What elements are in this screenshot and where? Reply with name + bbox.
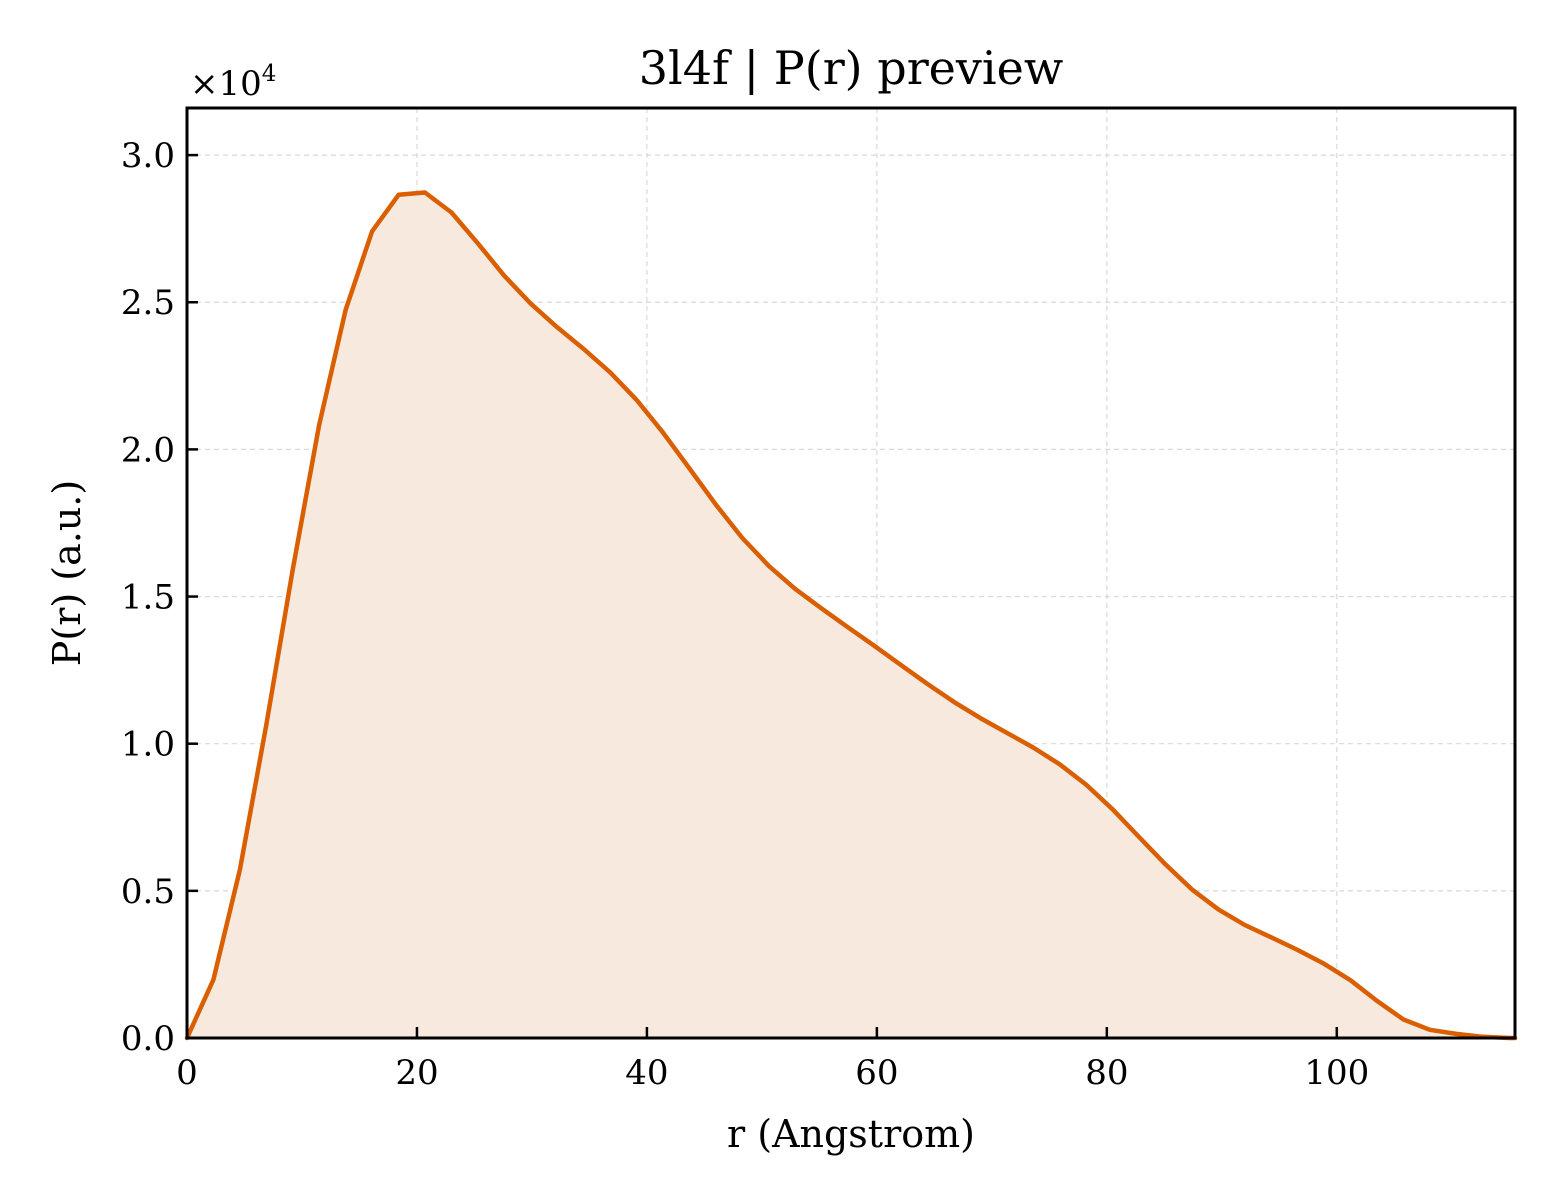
multiplier-base: ×10 <box>190 64 262 104</box>
chart-title: 3l4f | P(r) preview <box>639 41 1063 95</box>
y-tick-label: 0.0 <box>121 1019 175 1059</box>
y-tick-label: 0.5 <box>121 872 175 912</box>
plot-frame <box>185 106 1517 1040</box>
axis-ticks <box>185 153 1339 1040</box>
multiplier-exponent: 4 <box>262 61 277 87</box>
series-line <box>184 190 1518 1041</box>
y-tick-label: 2.5 <box>121 283 175 323</box>
y-axis-label: P(r) (a.u.) <box>45 480 89 666</box>
x-tick-label: 80 <box>1085 1053 1128 1093</box>
y-tick-label: 1.5 <box>121 578 175 618</box>
y-tick-label: 1.0 <box>121 725 175 765</box>
y-tick-label: 3.0 <box>121 136 175 176</box>
y-axis-multiplier: ×104 <box>190 61 276 104</box>
area-fill <box>187 192 1515 1038</box>
x-axis-label: r (Angstrom) <box>727 1112 975 1156</box>
y-tick-label: 2.0 <box>121 430 175 470</box>
x-tick-label: 0 <box>176 1053 198 1093</box>
x-tick-label: 60 <box>855 1053 898 1093</box>
x-tick-label: 40 <box>625 1053 668 1093</box>
x-tick-label: 100 <box>1304 1053 1369 1093</box>
x-tick-label: 20 <box>395 1053 438 1093</box>
